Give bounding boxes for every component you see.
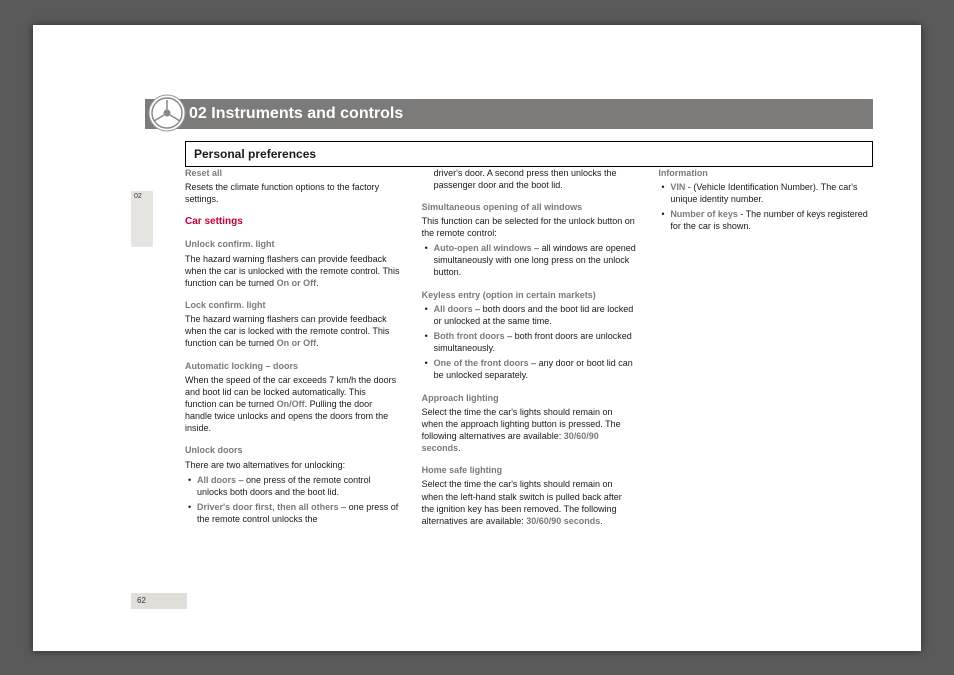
list-keyless: All doors – both doors and the boot lid … (422, 303, 637, 382)
list-unlock-doors: All doors – one press of the remote cont… (185, 474, 400, 526)
section-title: Personal preferences (194, 147, 316, 161)
text-auto-lock: When the speed of the car exceeds 7 km/h… (185, 374, 400, 435)
heading-car-settings: Car settings (185, 215, 400, 229)
text-simul-intro: This function can be selected for the un… (422, 215, 637, 239)
heading-information: Information (658, 167, 873, 179)
text-unlock-confirm: The hazard warning flashers can provide … (185, 253, 400, 289)
heading-lock-confirm: Lock confirm. light (185, 299, 400, 311)
heading-homesafe: Home safe lighting (422, 464, 637, 476)
heading-simul-windows: Simultaneous opening of all windows (422, 201, 637, 213)
heading-approach: Approach lighting (422, 392, 637, 404)
heading-unlock-confirm: Unlock confirm. light (185, 238, 400, 250)
heading-unlock-doors: Unlock doors (185, 444, 400, 456)
page-number: 62 (131, 593, 187, 609)
heading-reset-all: Reset all (185, 167, 400, 179)
list-item: Auto-open all windows – all windows are … (422, 242, 637, 278)
chapter-title: 02 Instruments and controls (189, 105, 403, 123)
list-item: All doors – one press of the remote cont… (185, 474, 400, 498)
text-reset-all: Resets the climate function options to t… (185, 181, 400, 205)
steering-wheel-icon (147, 93, 187, 133)
chapter-header-bar: 02 Instruments and controls (145, 99, 873, 129)
text-continuation: driver's door. A second press then unloc… (422, 167, 637, 191)
text-homesafe: Select the time the car's lights should … (422, 478, 637, 527)
heading-keyless: Keyless entry (option in certain markets… (422, 289, 637, 301)
list-item: Both front doors – both front doors are … (422, 330, 637, 354)
heading-auto-lock: Automatic locking – doors (185, 360, 400, 372)
list-item: Number of keys - The number of keys regi… (658, 208, 873, 232)
text-lock-confirm: The hazard warning flashers can provide … (185, 313, 400, 349)
list-item: VIN - (Vehicle Identification Number). T… (658, 181, 873, 205)
side-tab: 02 (131, 191, 153, 247)
manual-page: 02 Instruments and controls Personal pre… (33, 25, 921, 651)
list-information: VIN - (Vehicle Identification Number). T… (658, 181, 873, 233)
text-unlock-doors-intro: There are two alternatives for unlocking… (185, 459, 400, 471)
list-item: One of the front doors – any door or boo… (422, 357, 637, 381)
list-item: Driver's door first, then all others – o… (185, 501, 400, 525)
body-content: Reset all Resets the climate function op… (185, 167, 873, 581)
section-title-box: Personal preferences (185, 141, 873, 167)
text-approach: Select the time the car's lights should … (422, 406, 637, 455)
list-simul: Auto-open all windows – all windows are … (422, 242, 637, 278)
list-item: All doors – both doors and the boot lid … (422, 303, 637, 327)
